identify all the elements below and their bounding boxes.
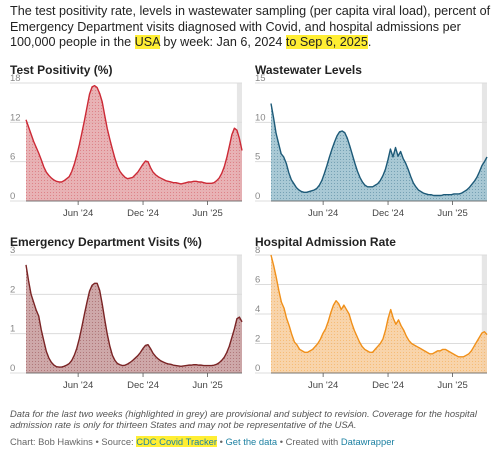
- datawrapper-link[interactable]: Datawrapper: [340, 436, 395, 447]
- y-tick-label: 8: [255, 245, 260, 256]
- series-line: [25, 264, 243, 368]
- x-tick-label: Dec '24: [372, 208, 404, 219]
- y-tick-label: 0: [255, 363, 260, 374]
- panel-title: Wastewater Levels: [255, 63, 362, 77]
- y-tick-label: 0: [10, 191, 15, 202]
- panel-title: Emergency Department Visits (%): [10, 235, 202, 249]
- credit-author: Chart: Bob Hawkins: [10, 436, 93, 447]
- y-tick-label: 4: [255, 304, 260, 315]
- chart-notes: Data for the last two weeks (highlighted…: [10, 408, 477, 430]
- y-tick-label: 6: [255, 275, 260, 286]
- x-tick-label: Jun '25: [437, 380, 467, 391]
- x-tick-label: Dec '24: [372, 380, 404, 391]
- chart-credits: Chart: Bob Hawkins • Source: CDC Covid T…: [10, 436, 395, 447]
- series-area-texture: [26, 264, 242, 373]
- date-range-highlight: to Sep 6, 2025: [285, 35, 368, 49]
- credit-separator: •: [217, 436, 226, 447]
- panel-title: Test Positivity (%): [10, 63, 113, 77]
- panel-hospital-admissions: Hospital Admission Rate 0 2 4 6 8 Jun '24 Dec …: [255, 235, 495, 395]
- y-tick-label: 6: [10, 152, 15, 163]
- provisional-shading: [481, 83, 487, 201]
- country-highlight: USA: [134, 35, 160, 49]
- source-link[interactable]: CDC Covid Tracker: [136, 436, 218, 447]
- x-tick-label: Jun '25: [192, 380, 222, 391]
- test-positivity-chart: 0 6 12 18 Jun '24 Dec '24 Jun '25: [10, 73, 243, 219]
- y-tick-label: 5: [255, 152, 260, 163]
- series-line: [25, 84, 243, 185]
- y-tick-label: 15: [255, 73, 266, 84]
- y-tick-label: 2: [255, 334, 260, 345]
- panel-title: Hospital Admission Rate: [255, 235, 396, 249]
- y-tick-label: 12: [10, 112, 21, 123]
- panel-wastewater: Wastewater Levels 0 5 10 15 Jun '24 Dec '24 Ju…: [255, 63, 495, 223]
- series-area-texture: [271, 103, 487, 201]
- y-tick-label: 1: [10, 324, 15, 335]
- hospital-admissions-chart: 0 2 4 6 8 Jun '24 Dec '24 Jun '25: [255, 245, 488, 391]
- x-tick-label: Dec '24: [127, 208, 159, 219]
- x-tick-label: Jun '24: [308, 380, 338, 391]
- get-data-link[interactable]: Get the data: [225, 436, 278, 447]
- x-tick-label: Dec '24: [127, 380, 159, 391]
- series-area-texture: [271, 255, 487, 373]
- chart-intro: The test positivity rate, levels in wast…: [10, 4, 492, 51]
- series-area: [26, 264, 242, 373]
- intro-text-3: .: [367, 35, 372, 49]
- y-tick-label: 0: [255, 191, 260, 202]
- x-tick-label: Jun '25: [192, 208, 222, 219]
- series-area-texture: [26, 85, 242, 201]
- credit-separator: • Source:: [92, 436, 137, 447]
- credit-separator: • Created with: [277, 436, 341, 447]
- x-tick-label: Jun '24: [63, 208, 93, 219]
- ed-visits-chart: 0 1 2 3 Jun '24 Dec '24 Jun '25: [10, 245, 243, 391]
- y-tick-label: 3: [10, 245, 15, 256]
- panel-ed-visits: Emergency Department Visits (%) 0 1 2 3 Jun …: [10, 235, 250, 395]
- y-tick-label: 0: [10, 363, 15, 374]
- provisional-shading: [236, 255, 242, 373]
- x-tick-label: Jun '24: [63, 380, 93, 391]
- intro-text-1: The test positivity rate, levels in wast…: [10, 4, 491, 49]
- x-tick-label: Jun '24: [308, 208, 338, 219]
- x-tick-label: Jun '25: [437, 208, 467, 219]
- panel-test-positivity: Test Positivity (%) 0 6 12 18 Jun '24 Dec '24…: [10, 63, 250, 223]
- y-tick-label: 18: [10, 73, 21, 84]
- series-line: [270, 254, 488, 358]
- wastewater-chart: 0 5 10 15 Jun '24 Dec '24 Jun '25: [255, 73, 488, 219]
- intro-text-2: by week: Jan 6, 2024: [159, 35, 286, 49]
- y-tick-label: 2: [10, 284, 15, 295]
- y-tick-label: 10: [255, 112, 266, 123]
- series-line: [270, 103, 488, 197]
